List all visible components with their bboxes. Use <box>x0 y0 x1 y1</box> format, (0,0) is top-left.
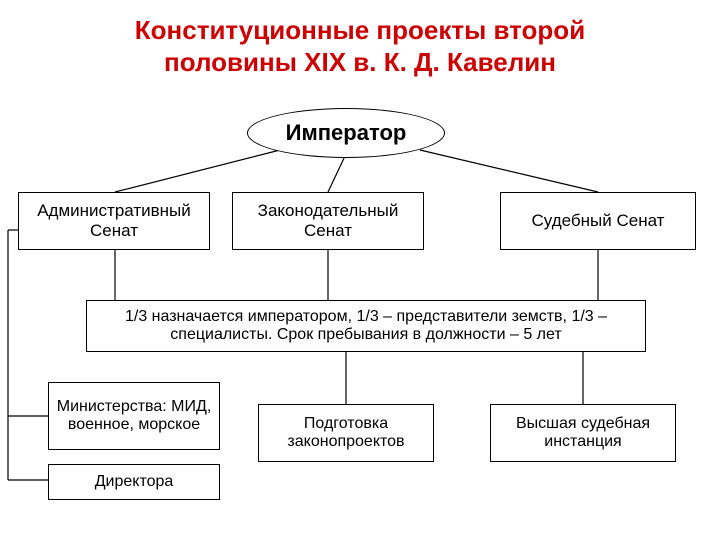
composition-label: 1/3 назначается императором, 1/3 – предс… <box>91 308 641 344</box>
senate-admin-label: Административный Сенат <box>23 201 205 241</box>
draft-prep-box: Подготовка законопроектов <box>258 404 434 462</box>
directors-box: Директора <box>48 464 220 500</box>
directors-label: Директора <box>95 473 174 491</box>
composition-box: 1/3 назначается императором, 1/3 – предс… <box>86 300 646 352</box>
ministries-box: Министерства: МИД, военное, морское <box>48 382 220 450</box>
supreme-court-label: Высшая судебная инстанция <box>495 415 671 451</box>
emperor-label: Император <box>286 120 407 146</box>
page-title: Конституционные проекты второй половины … <box>0 14 720 78</box>
title-line2: половины XIX в. К. Д. Кавелин <box>164 47 556 77</box>
senate-judicial-label: Судебный Сенат <box>532 211 665 231</box>
senate-judicial-box: Судебный Сенат <box>500 192 696 250</box>
senate-legis-label: Законодательный Сенат <box>237 201 419 241</box>
draft-prep-label: Подготовка законопроектов <box>263 415 429 451</box>
emperor-node: Император <box>247 108 445 158</box>
senate-legis-box: Законодательный Сенат <box>232 192 424 250</box>
supreme-court-box: Высшая судебная инстанция <box>490 404 676 462</box>
title-line1: Конституционные проекты второй <box>135 15 585 45</box>
ministries-label: Министерства: МИД, военное, морское <box>53 398 215 434</box>
senate-admin-box: Административный Сенат <box>18 192 210 250</box>
